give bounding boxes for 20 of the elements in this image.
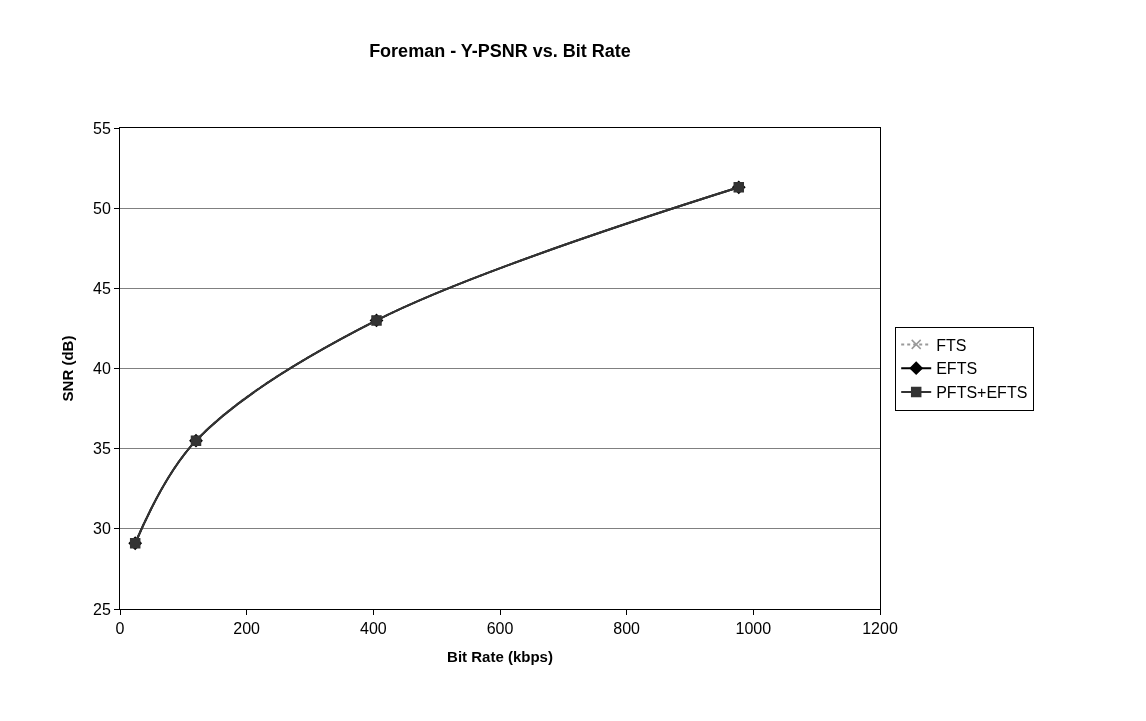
x-tick-label: 400 (359, 620, 387, 638)
x-tick-label: 1000 (735, 620, 772, 638)
legend-label: FTS (936, 336, 967, 354)
y-tick-label: 45 (93, 279, 111, 297)
y-tick-label: 25 (93, 600, 111, 618)
x-tick-label: 1200 (862, 620, 898, 638)
x-tick-label: 800 (613, 620, 641, 638)
x-tick-label: 200 (233, 620, 261, 638)
legend-label: PFTS+EFTS (936, 384, 1028, 402)
y-tick-label: 40 (93, 360, 111, 378)
y-tick-label: 50 (93, 199, 111, 217)
chart-title: Foreman - Y-PSNR vs. Bit Rate (369, 40, 631, 61)
y-axis-title: SNR (dB) (59, 335, 77, 402)
x-axis-title: Bit Rate (kbps) (447, 648, 553, 666)
y-tick-label: 35 (93, 440, 111, 458)
x-tick-label: 600 (486, 620, 514, 638)
x-tick-label: 0 (115, 620, 125, 638)
y-tick-label: 55 (93, 119, 111, 137)
legend-label: EFTS (936, 360, 978, 378)
y-tick-label: 30 (93, 520, 111, 538)
